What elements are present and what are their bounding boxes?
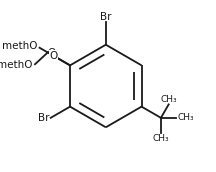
Text: O: O bbox=[48, 48, 56, 58]
Text: CH₃: CH₃ bbox=[153, 134, 169, 143]
Text: methO: methO bbox=[0, 60, 32, 70]
Text: O: O bbox=[49, 51, 58, 61]
Text: Br: Br bbox=[100, 12, 111, 22]
Text: CH₃: CH₃ bbox=[160, 95, 177, 104]
Text: CH₃: CH₃ bbox=[177, 113, 194, 122]
Text: methO: methO bbox=[2, 41, 37, 51]
Text: Br: Br bbox=[38, 113, 50, 123]
